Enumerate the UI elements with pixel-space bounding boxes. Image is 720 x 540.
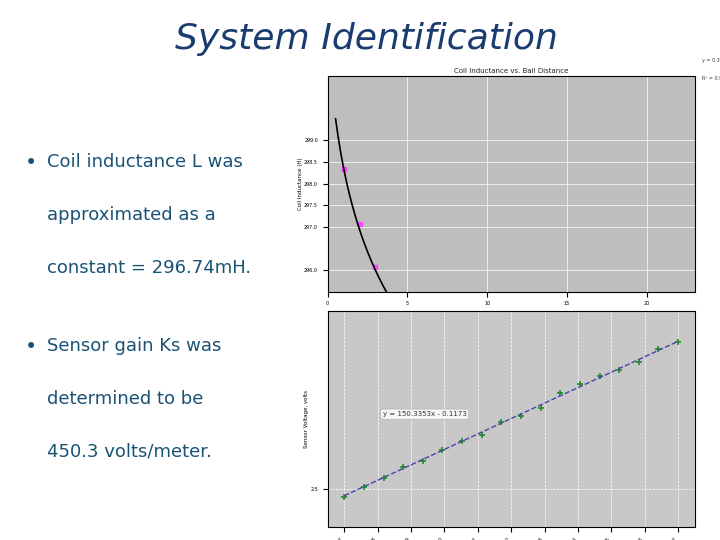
Poly. () bbox=[534, 433, 543, 439]
Series1 bbox=[659, 485, 667, 492]
Text: 450.3 volts/meter.: 450.3 volts/meter. bbox=[47, 443, 212, 461]
Poly. () bbox=[642, 481, 651, 487]
Series1 bbox=[483, 397, 492, 404]
Series1 bbox=[579, 459, 588, 465]
Text: •: • bbox=[25, 153, 37, 173]
Series1 bbox=[531, 426, 539, 433]
Text: constant = 296.74mH.: constant = 296.74mH. bbox=[47, 259, 251, 277]
Series1 bbox=[387, 296, 396, 303]
Poly. () bbox=[675, 492, 683, 498]
Poly. () bbox=[621, 472, 629, 479]
Text: Sensor gain Ks was: Sensor gain Ks was bbox=[47, 337, 221, 355]
Series1 bbox=[467, 387, 476, 393]
Poly. () bbox=[541, 436, 550, 443]
Poly. () bbox=[333, 124, 341, 131]
Series1 bbox=[675, 497, 683, 503]
Series1 bbox=[403, 326, 412, 333]
Poly. () bbox=[331, 116, 340, 122]
Text: R² = 0.9928: R² = 0.9928 bbox=[702, 76, 720, 80]
Series1 bbox=[595, 464, 603, 471]
Series1 bbox=[642, 484, 651, 490]
Poly. () bbox=[536, 433, 544, 440]
Line: Poly. (): Poly. () bbox=[336, 119, 679, 495]
Series1 bbox=[451, 370, 459, 376]
Series1 bbox=[515, 415, 523, 421]
Text: y = 0.301x² - 0.076x + 295.12: y = 0.301x² - 0.076x + 295.12 bbox=[702, 58, 720, 63]
Series1 bbox=[355, 220, 364, 227]
Series1 bbox=[499, 417, 508, 424]
Text: •: • bbox=[25, 337, 37, 357]
Series1 bbox=[546, 443, 555, 449]
Y-axis label: Sensor Voltage, volts: Sensor Voltage, volts bbox=[304, 389, 309, 448]
Text: System Identification: System Identification bbox=[175, 22, 558, 56]
Text: determined to be: determined to be bbox=[47, 390, 203, 408]
Title: Coil Inductance vs. Ball Distance: Coil Inductance vs. Ball Distance bbox=[454, 68, 568, 74]
Series1 bbox=[419, 347, 428, 353]
Series1 bbox=[626, 476, 635, 482]
Line: Series1: Series1 bbox=[341, 167, 681, 502]
Series1 bbox=[372, 264, 380, 271]
Text: approximated as a: approximated as a bbox=[47, 206, 216, 224]
Text: Coil inductance L was: Coil inductance L was bbox=[47, 153, 243, 171]
Series1 bbox=[435, 365, 444, 372]
Series1 bbox=[611, 468, 619, 475]
Series1 bbox=[563, 451, 572, 458]
Text: y = 150.3353x - 0.1173: y = 150.3353x - 0.1173 bbox=[383, 411, 467, 417]
Series1 bbox=[339, 166, 348, 173]
Y-axis label: Coil Inductance (H): Coil Inductance (H) bbox=[297, 157, 302, 210]
